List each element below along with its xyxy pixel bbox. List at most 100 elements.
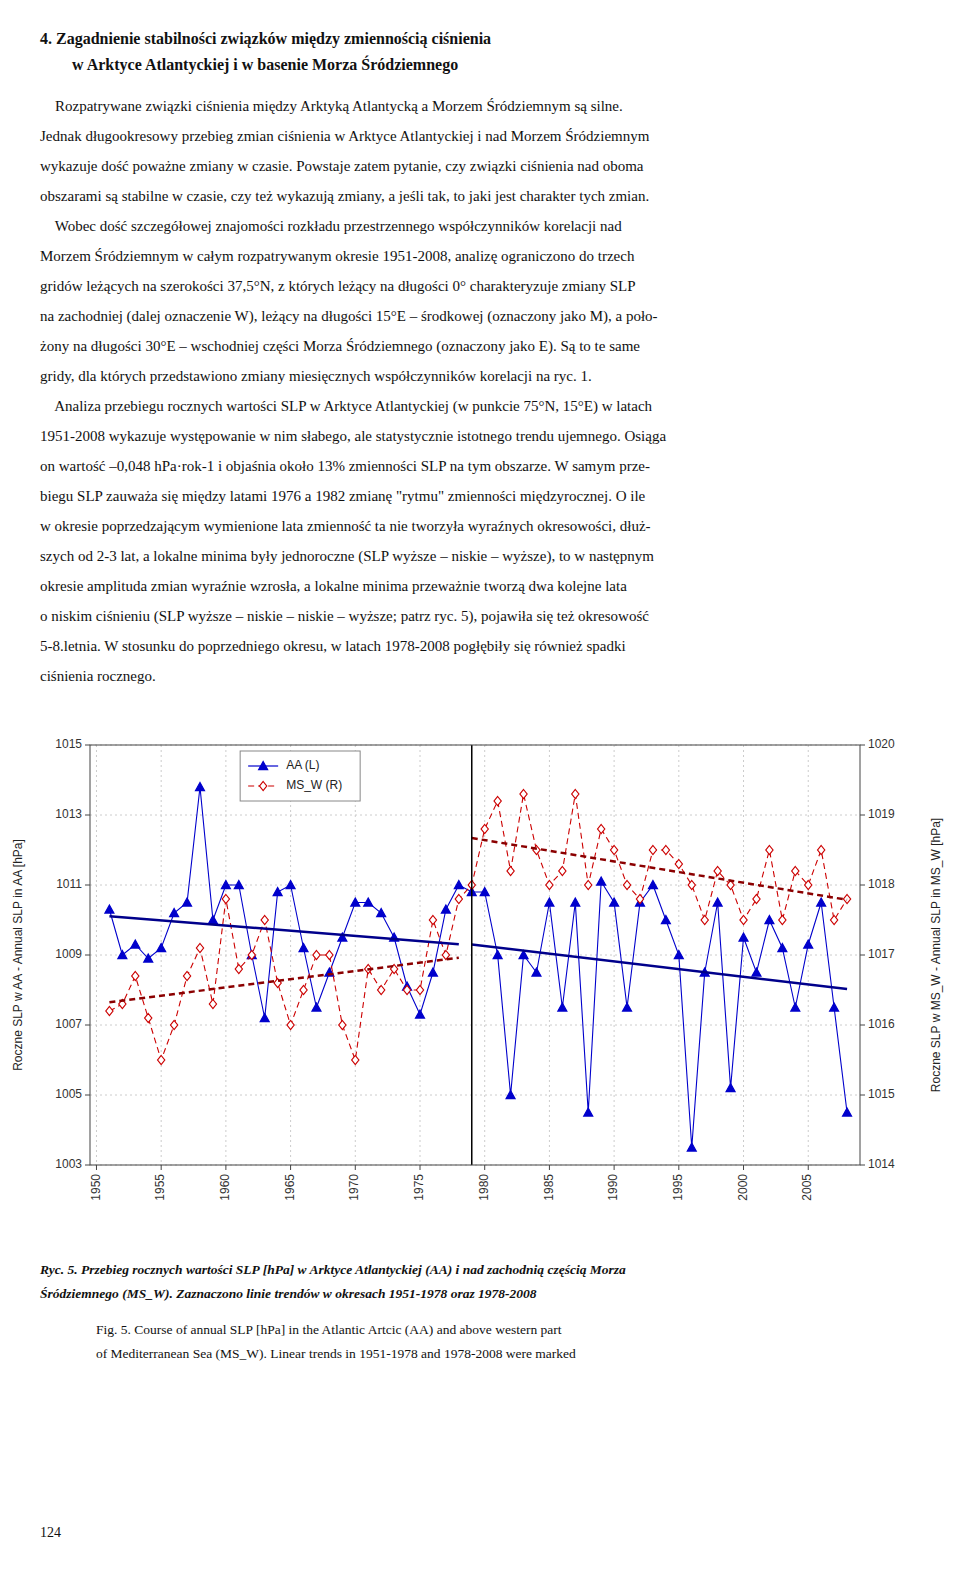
marker — [260, 1014, 269, 1022]
tick-label: 1011 — [56, 877, 82, 891]
vertical-line — [471, 745, 473, 1165]
tick — [85, 815, 90, 816]
marker — [106, 1007, 113, 1016]
tick — [85, 955, 90, 956]
caption: Śródziemnego (MS_W). Zaznaczono linie tr… — [40, 1286, 537, 1302]
marker — [300, 986, 307, 995]
tick — [860, 1025, 865, 1026]
grid-line — [808, 745, 809, 1165]
tick — [860, 955, 865, 956]
tick — [96, 1165, 97, 1170]
tick-label: 1015 — [868, 1087, 895, 1101]
legend-label: MS_W (R) — [286, 778, 342, 792]
marker — [584, 1108, 593, 1116]
tick — [85, 1095, 90, 1096]
tick-label: 1019 — [868, 807, 895, 821]
marker — [597, 877, 606, 885]
grid — [90, 745, 860, 1165]
marker — [287, 1021, 294, 1030]
marker — [713, 898, 722, 906]
trend-line — [109, 958, 458, 1002]
tick-label: 1020 — [868, 737, 895, 751]
tick — [161, 1165, 162, 1170]
tick — [290, 1165, 291, 1170]
marker — [817, 898, 826, 906]
grid-line — [161, 745, 162, 1165]
marker — [209, 1000, 216, 1009]
tick-label: 1965 — [283, 1174, 297, 1201]
marker — [674, 951, 683, 959]
marker — [158, 1056, 165, 1065]
grid-line — [90, 1095, 860, 1096]
marker — [234, 881, 243, 889]
marker — [830, 1003, 839, 1011]
tick-label: 1009 — [55, 947, 82, 961]
marker — [170, 909, 179, 917]
legend-marker — [260, 782, 267, 791]
axes: 1950195519601965197019751980198519901995… — [11, 737, 943, 1201]
tick-label: 2000 — [736, 1174, 750, 1201]
marker — [598, 825, 605, 834]
marker — [312, 1003, 321, 1011]
marker — [675, 860, 682, 869]
grid-line — [420, 745, 421, 1165]
marker — [506, 1091, 515, 1099]
marker — [454, 881, 463, 889]
body-text: Rozpatrywane związki ciśnienia między Ar… — [40, 98, 623, 115]
marker — [208, 916, 217, 924]
marker — [377, 909, 386, 917]
tick-label: 1005 — [55, 1087, 82, 1101]
marker — [429, 916, 436, 925]
marker — [533, 846, 540, 855]
marker — [843, 1108, 852, 1116]
marker — [753, 895, 760, 904]
tick-label: 1016 — [868, 1017, 895, 1031]
marker — [611, 846, 618, 855]
grid-line — [90, 955, 860, 956]
marker — [572, 790, 579, 799]
marker — [183, 972, 190, 981]
marker — [455, 895, 462, 904]
marker — [545, 898, 554, 906]
marker — [623, 1003, 632, 1011]
body-text: Jednak długookresowy przebieg zmian ciśn… — [40, 128, 649, 145]
marker — [571, 898, 580, 906]
tick-label: 2005 — [800, 1174, 814, 1201]
body-text: okresie amplituda zmian wyraźnie wzrosła… — [40, 578, 627, 595]
body-text: o niskim ciśnieniu (SLP wyższe – niskie … — [40, 608, 649, 625]
tick-label: 1970 — [347, 1174, 361, 1201]
body-text: Wobec dość szczegółowej znajomości rozkł… — [40, 218, 622, 235]
heading: 4. Zagadnienie stabilności związków międ… — [40, 30, 491, 48]
marker — [352, 1056, 359, 1065]
tick-label: 1985 — [542, 1174, 556, 1201]
trend-line — [109, 916, 458, 944]
tick — [484, 1165, 485, 1170]
tick — [743, 1165, 744, 1170]
marker — [649, 846, 656, 855]
marker — [378, 986, 385, 995]
marker — [726, 1084, 735, 1092]
marker — [235, 965, 242, 974]
tick-label: 1975 — [412, 1174, 426, 1201]
grid-line — [90, 1025, 860, 1026]
marker — [546, 881, 553, 890]
marker — [766, 846, 773, 855]
marker — [779, 916, 786, 925]
marker — [132, 972, 139, 981]
marker — [248, 951, 255, 960]
chart: 1950195519601965197019751980198519901995… — [0, 715, 960, 1245]
tick-label: 1013 — [55, 807, 82, 821]
marker — [261, 916, 268, 925]
series-line — [109, 787, 847, 1148]
marker — [805, 881, 812, 890]
marker — [481, 825, 488, 834]
grid-line — [743, 745, 744, 1165]
marker — [558, 1003, 567, 1011]
marker — [313, 951, 320, 960]
body-text: 5-8.letnia. W stosunku do poprzedniego o… — [40, 638, 626, 655]
marker — [739, 933, 748, 941]
marker — [494, 797, 501, 806]
grid-line — [355, 745, 356, 1165]
marker — [145, 1014, 152, 1023]
tick — [85, 885, 90, 886]
